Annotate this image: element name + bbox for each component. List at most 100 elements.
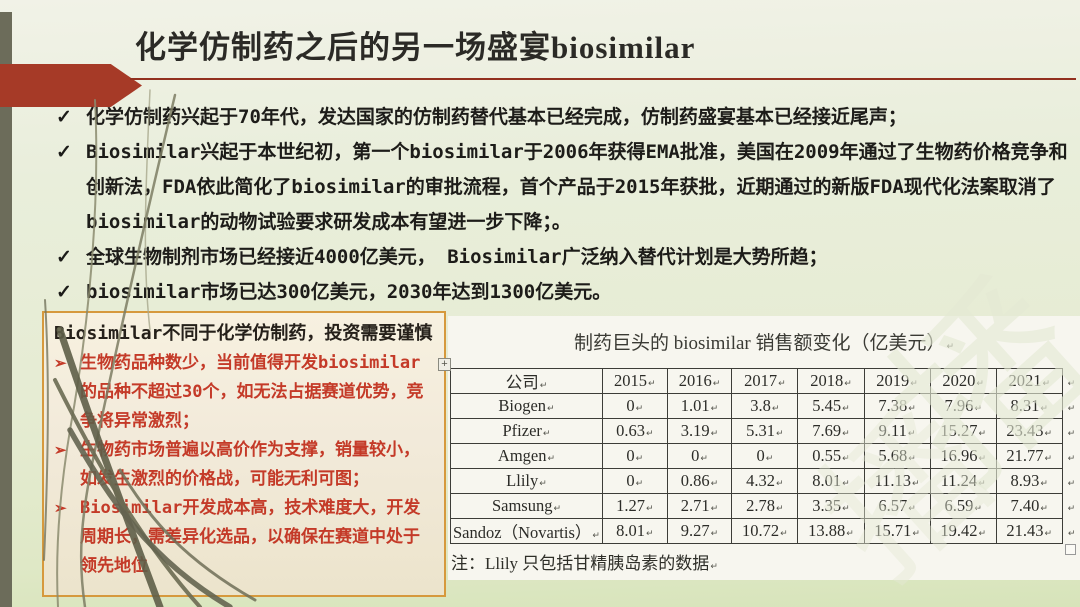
value-cell: 15.27↵ [929,418,997,444]
company-cell: Pfizer↵ [450,418,603,444]
value-cell: 8.93↵ [995,468,1063,494]
cell-end-mark-icon: ↵ [1067,529,1076,539]
table-resize-handle[interactable] [1065,544,1076,555]
cell-end-mark-icon: ↵ [842,404,850,414]
arrow-bullet-icon: ➢ [54,442,67,459]
caution-box: Biosimilar不同于化学仿制药，投资需要谨慎 ➢ 生物药品种数少，当前值得开… [42,311,446,597]
cell-end-mark-icon: ↵ [842,454,850,464]
value-cell: 11.24↵ [929,468,997,494]
cell-end-mark-icon: ↵ [710,529,719,539]
cell-end-mark-icon: ↵ [539,381,548,391]
value-cell: 2.78↵ [731,493,799,519]
table-move-handle[interactable]: + [438,358,451,371]
caution-item: ➢ 生物药市场普遍以高价作为支撑，销量较小，如发生激烈的价格战，可能无利可图； [54,436,434,494]
caution-text: 生物药市场普遍以高价作为支撑，销量较小，如发生激烈的价格战，可能无利可图； [80,440,420,489]
value-cell: 1.01↵ [666,393,733,419]
table-row: Samsung↵ 1.27↵ 2.71↵ 2.78↵ 3.35↵ 6.57↵ 6.59↵ 7.… [450,493,1080,519]
table-header-cell: 2021↵ [995,368,1063,394]
value-cell: 7.40↵ [995,493,1063,519]
row-end-mark: ↵ [1062,469,1079,494]
table-note-text: 注：Llily 只包括甘精胰岛素的数据 [451,554,710,573]
caution-box-title: Biosimilar不同于化学仿制药，投资需要谨慎 [54,323,433,344]
value-cell: 2.71↵ [666,493,733,519]
company-cell: Llily↵ [450,468,603,494]
value-cell: 13.88↵ [797,518,865,544]
row-end-mark: ↵ [1062,494,1079,519]
value-cell: 9.11↵ [863,418,931,444]
bullet-item: ✓ 化学仿制药兴起于70年代，发达国家的仿制药替代基本已经完成，仿制药盛宴基本已经… [56,100,1072,135]
cell-end-mark-icon: ↵ [1067,479,1076,489]
value-cell: 0.86↵ [666,468,733,494]
company-cell: Samsung↵ [450,493,603,519]
cell-end-mark-icon: ↵ [978,479,986,489]
cell-end-mark-icon: ↵ [635,404,644,414]
value-cell: 8.01↵ [797,468,865,494]
cell-end-mark-icon: ↵ [542,429,551,439]
cell-end-mark-icon: ↵ [712,379,721,389]
check-icon: ✓ [56,282,72,303]
value-cell: 16.96↵ [929,443,997,469]
caution-item-list: ➢ 生物药品种数少，当前值得开发biosimilar的品种不超过30个，如无法占据… [54,349,434,581]
cell-end-mark-icon: ↵ [710,479,719,489]
value-cell: 10.72↵ [731,518,799,544]
value-cell: 15.71↵ [863,518,931,544]
paragraph-mark-icon: ↵ [946,342,955,352]
value-cell: 3.8↵ [731,393,799,419]
table-note: 注：Llily 只包括甘精胰岛素的数据↵ [451,549,1080,574]
value-cell: 8.31↵ [995,393,1063,419]
table-row: Llily↵ 0↵ 0.86↵ 4.32↵ 8.01↵ 11.13↵ 11.24↵ 8.93↵… [450,468,1080,494]
cell-end-mark-icon: ↵ [1067,404,1076,414]
cell-end-mark-icon: ↵ [1067,504,1076,514]
cell-end-mark-icon: ↵ [700,454,708,464]
value-cell: 0↵ [601,393,668,419]
cell-end-mark-icon: ↵ [907,429,916,439]
cell-end-mark-icon: ↵ [908,504,916,514]
cell-end-mark-icon: ↵ [910,379,918,389]
cell-end-mark-icon: ↵ [592,531,600,541]
value-cell: 21.43↵ [995,518,1063,544]
value-cell: 0↵ [666,443,733,469]
bullet-item: ✓ biosimilar市场已达300亿美元，2030年达到1300亿美元。 [56,275,1072,310]
cell-end-mark-icon: ↵ [976,379,984,389]
cell-end-mark-icon: ↵ [645,504,654,514]
value-cell: 7.38↵ [863,393,931,419]
cell-end-mark-icon: ↵ [844,379,852,389]
cell-end-mark-icon: ↵ [1040,504,1048,514]
value-cell: 0↵ [731,443,799,469]
company-cell: Amgen↵ [450,443,603,469]
cell-end-mark-icon: ↵ [547,404,555,414]
table-header-cell: 2019↵ [863,368,931,394]
bullet-text: biosimilar市场已达300亿美元，2030年达到1300亿美元。 [86,281,612,303]
bullet-text: 化学仿制药兴起于70年代，发达国家的仿制药替代基本已经完成，仿制药盛宴基本已经接… [86,106,907,128]
bullet-item: ✓ 全球生物制剂市场已经接近4000亿美元， Biosimilar广泛纳入替代计划… [56,240,1072,275]
table-header-cell: 2015↵ [601,368,668,394]
caution-text: 生物药品种数少，当前值得开发biosimilar的品种不超过30个，如无法占据赛… [80,353,424,431]
table-header-row: 公司↵ 2015↵ 2016↵ 2017↵ 2018↵ 2019↵ 2020↵ 2021↵ ↵ [450,368,1080,394]
value-cell: 11.13↵ [863,468,931,494]
cell-end-mark-icon: ↵ [1044,529,1053,539]
table-panel: 制药巨头的 biosimilar 销售额变化（亿美元）↵ 公司↵ 2015↵ 201… [438,316,1080,580]
cell-end-mark-icon: ↵ [978,529,986,539]
value-cell: 0.55↵ [797,443,865,469]
value-cell: 1.27↵ [601,493,668,519]
table-title-text: 制药巨头的 biosimilar 销售额变化（亿美元） [573,333,946,354]
cell-end-mark-icon: ↵ [553,504,561,514]
cell-end-mark-icon: ↵ [771,404,780,414]
cell-end-mark-icon: ↵ [547,454,556,464]
value-cell: 5.68↵ [863,443,931,469]
table-header-cell: 公司↵ [450,368,603,394]
arrow-bullet-icon: ➢ [54,500,67,517]
cell-end-mark-icon: ↵ [635,454,644,464]
table-header-cell: 2016↵ [666,368,733,394]
value-cell: 0.63↵ [601,418,668,444]
value-cell: 6.57↵ [863,493,931,519]
paragraph-mark-icon: ↵ [710,562,718,572]
cell-end-mark-icon: ↵ [645,529,654,539]
cell-end-mark-icon: ↵ [978,454,986,464]
value-cell: 3.35↵ [797,493,865,519]
cell-end-mark-icon: ↵ [539,479,547,489]
cell-end-mark-icon: ↵ [974,504,982,514]
value-cell: 6.59↵ [929,493,997,519]
check-icon: ✓ [56,107,72,128]
